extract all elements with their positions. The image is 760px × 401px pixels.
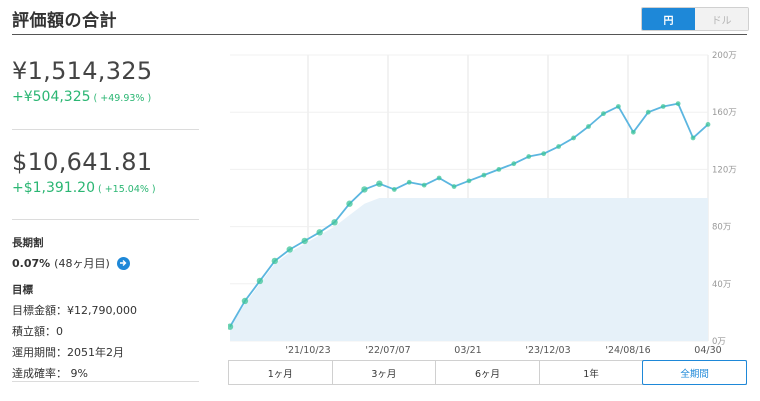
data-point (361, 186, 368, 193)
goal-probability: 達成確率： 9% (12, 367, 88, 380)
data-point (286, 246, 293, 253)
data-point (541, 151, 547, 157)
y-tick-label: 200万 (712, 51, 737, 61)
data-point (675, 101, 681, 107)
jpy-change: +¥504,325( +49.93% ) (12, 89, 199, 105)
data-point (331, 219, 338, 226)
long-term-rate: 0.07% (12, 256, 51, 270)
usd-change-percent: ( +15.04% ) (97, 184, 156, 195)
usd-change-amount: +$1,391.20 (12, 180, 95, 196)
goal-target-amount: 目標金額：¥12,790,000 (12, 304, 137, 317)
goal-divider (12, 381, 199, 382)
usd-summary: $10,641.81 +$1,391.20( +15.04% ) (12, 148, 199, 196)
x-tick-label: 03/21 (454, 345, 481, 356)
data-point (571, 135, 576, 141)
tab-1-month[interactable]: 1ヶ月 (229, 361, 333, 384)
goal-period: 運用期間：2051年2月 (12, 346, 124, 359)
data-point (690, 135, 696, 141)
long-term-months: (48ヶ月目) (54, 257, 110, 270)
tab-all-period[interactable]: 全期間 (642, 360, 747, 385)
x-tick-label: '23/12/03 (525, 345, 570, 356)
data-point (316, 229, 323, 236)
data-point (466, 178, 472, 184)
x-tick-label: 04/30 (694, 345, 721, 356)
page-title: 評価額の合計 (12, 11, 117, 31)
data-point (586, 124, 591, 129)
data-point (391, 187, 397, 192)
currency-usd-button[interactable]: ドル (695, 8, 748, 30)
data-point (660, 104, 666, 109)
summary-divider (12, 129, 199, 130)
data-point (705, 122, 711, 127)
usd-total-value: $10,641.81 (12, 148, 153, 176)
x-tick-label: '22/07/07 (365, 345, 410, 356)
y-tick-label: 160万 (712, 108, 737, 118)
jpy-change-amount: +¥504,325 (12, 89, 91, 105)
tab-6-months[interactable]: 6ヶ月 (436, 361, 540, 384)
y-tick-label: 120万 (712, 165, 737, 175)
deposit-area (230, 198, 708, 341)
long-term-row: 0.07% (48ヶ月目) (12, 255, 199, 271)
data-point (346, 200, 353, 207)
data-point (421, 182, 427, 188)
usd-change: +$1,391.20( +15.04% ) (12, 180, 199, 196)
data-point (511, 161, 517, 167)
summary-divider-2 (12, 219, 199, 220)
data-point (436, 175, 442, 181)
data-point (301, 237, 308, 245)
data-point (615, 104, 621, 109)
goal-section: 目標 目標金額：¥12,790,000 積立額：0 運用期間：2051年2月 達… (12, 282, 199, 381)
data-point (630, 129, 636, 135)
data-point (601, 111, 606, 117)
y-tick-label: 40万 (712, 280, 731, 290)
data-point (256, 277, 264, 285)
data-point (556, 144, 562, 149)
data-point (376, 180, 383, 187)
currency-jpy-button[interactable]: 円 (642, 8, 695, 30)
x-tick-label: '21/10/23 (285, 345, 330, 356)
long-term-detail-arrow-icon[interactable] (116, 256, 130, 270)
data-point (451, 184, 457, 189)
currency-toggle: 円 ドル (641, 7, 749, 31)
jpy-total-value: ¥1,514,325 (12, 57, 153, 85)
data-point (271, 257, 279, 265)
range-tabs: 1ヶ月 3ヶ月 6ヶ月 1年 全期間 (228, 360, 747, 385)
data-point (406, 179, 412, 185)
data-point (496, 167, 502, 172)
valuation-chart: '21/10/23 '22/07/07 03/21 '23/12/03 '24/08/1… (228, 51, 737, 356)
jpy-change-percent: ( +49.93% ) (93, 93, 152, 104)
tab-1-year[interactable]: 1年 (540, 361, 644, 384)
data-point (481, 172, 487, 178)
data-point (228, 323, 234, 330)
x-tick-label: '24/08/16 (605, 345, 650, 356)
goal-label: 目標 (12, 284, 33, 296)
long-term-label: 長期割 (12, 237, 44, 249)
tab-3-months[interactable]: 3ヶ月 (333, 361, 437, 384)
y-tick-label: 0万 (712, 337, 726, 347)
jpy-summary: ¥1,514,325 +¥504,325( +49.93% ) (12, 57, 199, 105)
data-point (241, 297, 249, 305)
long-term-section: 長期割 0.07% (48ヶ月目) (12, 235, 199, 271)
data-point (645, 109, 651, 115)
data-point (526, 154, 532, 159)
y-tick-label: 80万 (712, 223, 731, 233)
goal-contribution: 積立額：0 (12, 325, 63, 338)
header-divider (12, 34, 747, 35)
